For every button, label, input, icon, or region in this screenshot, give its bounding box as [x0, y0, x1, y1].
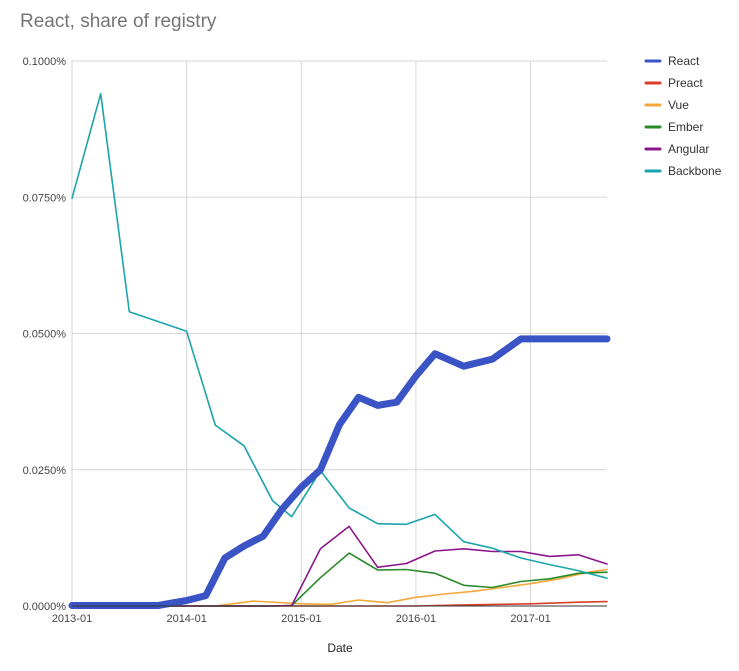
x-axis-label: Date [327, 641, 353, 655]
legend-label-angular: Angular [668, 142, 709, 156]
x-tick-label: 2014-01 [166, 613, 206, 625]
axes: 0.0000% 0.0250% 0.0500% 0.0750% 0.1000% 2013-… [23, 56, 607, 625]
chart-title: React, share of registry [20, 11, 217, 32]
x-tick-label: 2016-01 [396, 613, 436, 625]
y-tick-label: 0.0000% [23, 601, 67, 613]
y-tick-label: 0.0750% [23, 192, 67, 204]
legend-label-ember: Ember [668, 120, 703, 134]
legend-label-backbone: Backbone [668, 164, 722, 178]
legend: React Preact Vue Ember Angular Backbone [644, 54, 722, 178]
y-tick-label: 0.0250% [23, 465, 67, 477]
series-line-backbone [71, 92, 608, 580]
series-line-react [68, 335, 611, 609]
y-tick-label: 0.1000% [23, 56, 67, 68]
legend-label-react: React [668, 54, 700, 68]
x-tick-label: 2015-01 [281, 613, 321, 625]
series-line-angular [71, 525, 608, 607]
series-lines [68, 92, 611, 609]
y-tick-label: 0.0500% [23, 329, 67, 341]
legend-label-vue: Vue [668, 98, 689, 112]
grid [71, 60, 607, 606]
series-line-ember [71, 552, 608, 607]
legend-label-preact: Preact [668, 76, 703, 90]
series-line-vue [71, 568, 608, 607]
x-tick-label: 2017-01 [510, 613, 550, 625]
x-tick-label: 2013-01 [52, 613, 92, 625]
